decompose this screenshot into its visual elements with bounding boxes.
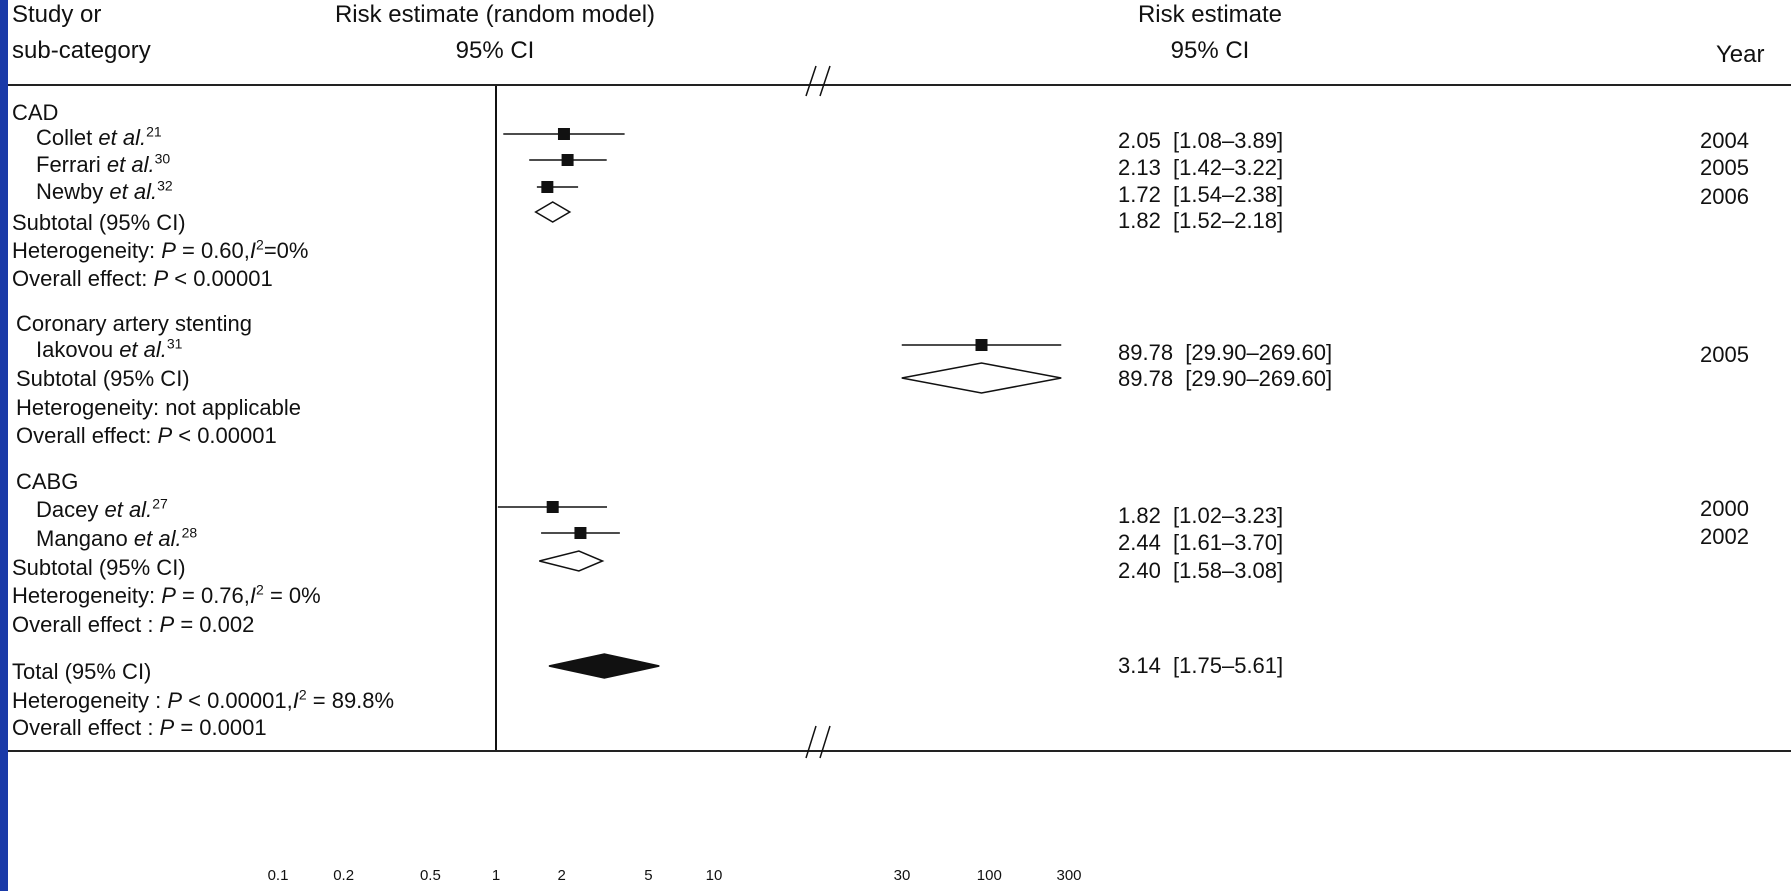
x-tick-label-100: 100: [977, 867, 1002, 884]
study-marker-newby-point: [541, 181, 554, 193]
total-diamond: [548, 653, 660, 679]
subtotal-diamond-stenting: [901, 362, 1062, 394]
heterogeneity-stenting: Heterogeneity: not applicable: [16, 395, 301, 420]
heterogeneity-cabg: Heterogeneity: P = 0.76,I2 = 0%: [12, 581, 321, 608]
header-est-line2: 95% CI: [1170, 37, 1250, 64]
subtotal-diamond-cad: [534, 201, 572, 223]
heterogeneity-cad: Heterogeneity: P = 0.60,I2=0%: [12, 236, 309, 263]
overall-effect-stenting: Overall effect: P < 0.00001: [16, 423, 277, 448]
study-marker-ferrari-point: [561, 154, 574, 166]
year-ferrari: 2005: [1700, 155, 1749, 180]
study-label-mangano: Mangano et al.28: [36, 524, 198, 551]
estimate-iakovou: 89.78 [29.90–269.60]: [1118, 340, 1333, 365]
x-tick-label-0.2: 0.2: [333, 867, 354, 884]
overall-effect-cad: Overall effect: P < 0.00001: [12, 266, 273, 291]
year-iakovou: 2005: [1700, 342, 1749, 367]
year-collet: 2004: [1700, 128, 1749, 153]
group-cabg-title: CABG: [16, 469, 79, 494]
estimate-mangano: 2.44 [1.61–3.70]: [1118, 530, 1284, 555]
x-tick-label-0.1: 0.1: [268, 867, 289, 884]
estimate-ferrari: 2.13 [1.42–3.22]: [1118, 155, 1284, 180]
study-label-collet: Collet et al.21: [36, 123, 162, 150]
estimate-collet: 2.05 [1.08–3.89]: [1118, 128, 1284, 153]
header-study-line2: sub-category: [12, 37, 151, 64]
subtotal-stenting-estimate: 89.78 [29.90–269.60]: [1118, 366, 1333, 391]
overall-effect-total: Overall effect : P = 0.0001: [12, 715, 267, 740]
footer-separator: [8, 750, 1791, 752]
study-label-newby: Newby et al.32: [36, 177, 173, 204]
study-marker-mangano-point: [574, 527, 587, 539]
subtotal-cabg-label: Subtotal (95% CI): [12, 555, 186, 580]
study-marker-iakovou-point: [975, 339, 988, 351]
subtotal-cad-label: Subtotal (95% CI): [12, 210, 186, 235]
chart-panel: [8, 0, 1791, 891]
header-est-line1: Risk estimate: [1137, 1, 1283, 28]
study-label-ferrari: Ferrari et al.30: [36, 150, 171, 177]
x-tick-label-0.5: 0.5: [420, 867, 441, 884]
x-tick-label-2: 2: [557, 867, 565, 884]
total-estimate: 3.14 [1.75–5.61]: [1118, 653, 1284, 678]
axis-break-mark-bottom-a: [805, 725, 817, 759]
header-plot-line1: Risk estimate (random model): [334, 1, 656, 28]
overall-effect-cabg: Overall effect : P = 0.002: [12, 612, 255, 637]
subtotal-stenting-label: Subtotal (95% CI): [16, 366, 190, 391]
header-plot-line2: 95% CI: [455, 37, 535, 64]
axis-break-mark-bottom-b: [819, 725, 831, 759]
subtotal-cabg-estimate: 2.40 [1.58–3.08]: [1118, 558, 1284, 583]
study-label-iakovou: Iakovou et al.31: [36, 335, 183, 362]
study-marker-collet-point: [557, 128, 570, 140]
year-newby: 2006: [1700, 184, 1749, 209]
study-label-dacey: Dacey et al.27: [36, 495, 168, 522]
subtotal-diamond-cabg: [539, 550, 605, 572]
year-mangano: 2002: [1700, 524, 1749, 549]
total-label: Total (95% CI): [12, 659, 152, 684]
x-tick-label-1: 1: [492, 867, 500, 884]
x-tick-label-300: 300: [1056, 867, 1081, 884]
header-year: Year: [1716, 41, 1765, 68]
panel-left-edge: [0, 0, 8, 891]
x-tick-label-10: 10: [706, 867, 723, 884]
group-cad-title: CAD: [12, 100, 59, 125]
heterogeneity-total: Heterogeneity : P < 0.00001,I2 = 89.8%: [12, 686, 395, 713]
header-separator: [8, 84, 1791, 86]
axis-break-mark-top-a: [805, 65, 817, 97]
header-study-line1: Study or: [12, 1, 102, 28]
estimate-newby: 1.72 [1.54–2.38]: [1118, 182, 1284, 207]
x-tick-label-5: 5: [644, 867, 652, 884]
estimate-dacey: 1.82 [1.02–3.23]: [1118, 503, 1284, 528]
x-tick-label-30: 30: [894, 867, 911, 884]
year-dacey: 2000: [1700, 496, 1749, 521]
subtotal-cad-estimate: 1.82 [1.52–2.18]: [1118, 208, 1284, 233]
group-stenting-title: Coronary artery stenting: [16, 311, 252, 336]
axis-break-mark-top-b: [819, 65, 831, 97]
study-marker-dacey-point: [546, 501, 559, 513]
